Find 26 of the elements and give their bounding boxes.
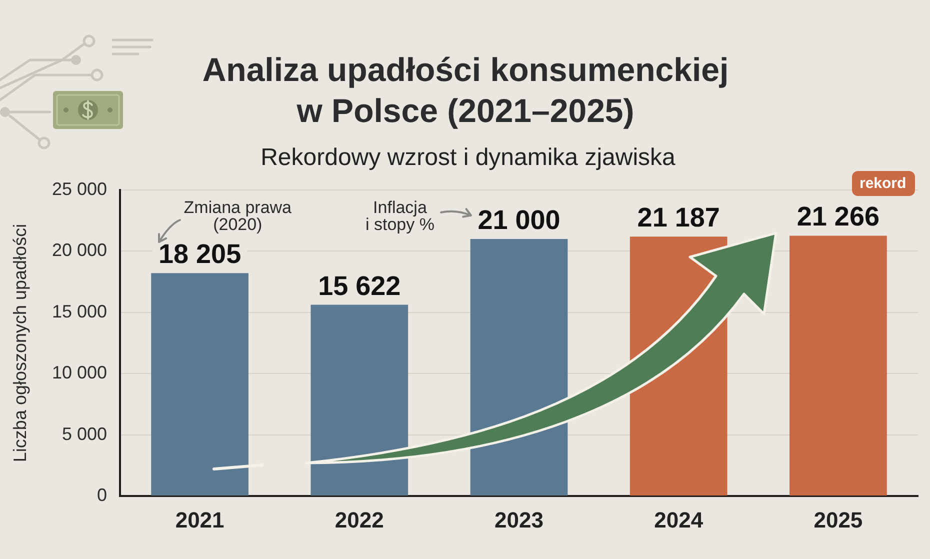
data-label: 21 187	[637, 202, 720, 233]
data-label: 21 266	[796, 202, 880, 232]
y-tick-label: 0	[96, 484, 107, 505]
x-tick-label: 2024	[654, 507, 704, 532]
data-label: 18 205	[158, 239, 242, 270]
chart-title: Analiza upadłości konsumenckiej w Polsce (2021–2025)	[201, 50, 730, 131]
x-tick-label: 2025	[814, 507, 863, 532]
y-tick-label: 10 000	[52, 362, 107, 383]
x-tick-label: 2022	[334, 507, 384, 532]
y-tick-label: 5 000	[62, 424, 107, 444]
annotation: Zmiana prawa (2020)	[184, 198, 292, 234]
y-tick-label: 15 000	[52, 301, 107, 322]
y-axis-title: Liczba ogłoszonych upadłości	[10, 224, 30, 462]
data-label: 15 622	[318, 270, 401, 301]
x-tick-label: 2021	[175, 507, 224, 532]
annotation: rekord	[860, 174, 906, 192]
annotation: Inflacja i stopy %	[366, 198, 434, 234]
bar	[470, 238, 568, 496]
bar	[151, 273, 248, 496]
y-tick-label: 25 000	[52, 178, 107, 199]
bar	[790, 236, 887, 496]
y-tick-label: 20 000	[52, 240, 107, 260]
chart-subtitle: Rekordowy wzrost i dynamika zjawiska	[260, 143, 676, 172]
x-tick-label: 2023	[494, 507, 544, 532]
bar	[310, 304, 408, 496]
data-label: 21 000	[478, 204, 560, 235]
